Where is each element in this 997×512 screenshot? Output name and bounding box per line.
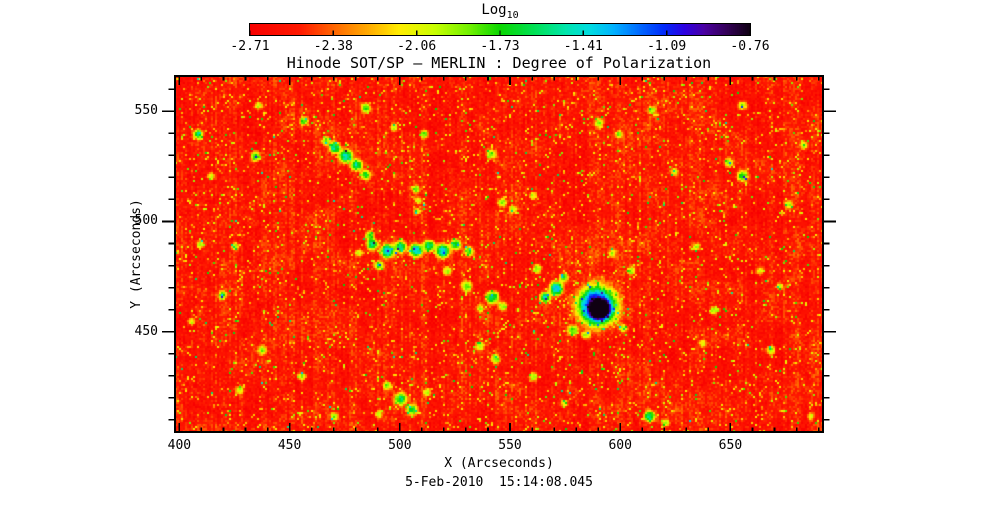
colorbar-title-subscript: 10: [506, 9, 519, 21]
colorbar-tick-label: -2.06: [397, 39, 437, 54]
colorbar-title: Log10: [250, 1, 750, 25]
polarization-heatmap: [175, 76, 823, 432]
x-tick-label: 600: [608, 438, 632, 453]
colorbar-tick-label: -1.41: [563, 39, 603, 54]
x-tick-label: 500: [388, 438, 412, 453]
colorbar-tick-label: -2.71: [230, 39, 270, 54]
x-tick-label: 450: [277, 438, 302, 453]
colorbar-tick-label: -1.09: [647, 39, 687, 54]
colorbar-tick-label: -2.38: [313, 39, 353, 54]
y-tick-label: 450: [134, 323, 158, 339]
plot-title: Hinode SOT/SP — MERLIN : Degree of Polar…: [286, 54, 712, 72]
x-tick-label: 650: [718, 438, 743, 453]
x-axis-label: X (Arcseconds): [444, 456, 554, 471]
y-tick-label: 500: [134, 213, 158, 229]
colorbar-title-text: Log: [481, 2, 507, 18]
x-tick-label: 400: [167, 438, 192, 453]
colorbar-gradient: [250, 24, 750, 35]
colorbar-tick-label: -0.76: [730, 39, 770, 54]
y-axis-label: Y (Arcseconds): [129, 199, 144, 309]
x-tick-label: 550: [498, 438, 522, 453]
y-tick-label: 550: [134, 103, 158, 119]
timestamp: 5-Feb-2010 15:14:08.045: [405, 475, 593, 490]
colorbar-tick-label: -1.73: [480, 39, 520, 54]
